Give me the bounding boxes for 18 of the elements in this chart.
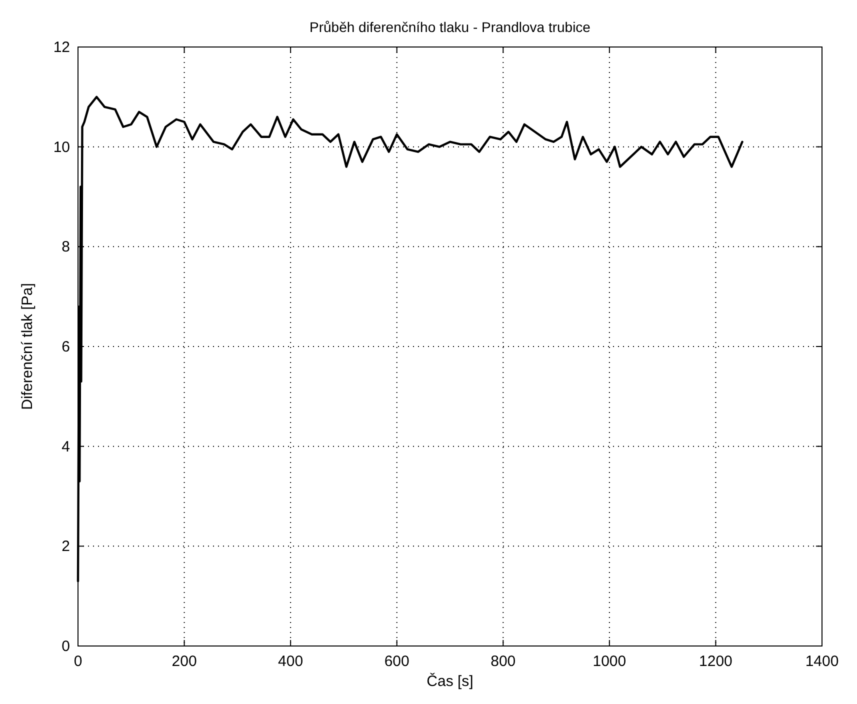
y-tick-label: 10 xyxy=(53,138,70,156)
x-axis-title: Čas [s] xyxy=(426,672,474,690)
y-tick-label: 4 xyxy=(62,438,70,456)
y-tick-label: 12 xyxy=(53,39,70,56)
x-tick-label: 1200 xyxy=(699,653,732,670)
y-tick-label: 2 xyxy=(62,538,70,556)
y-axis-title: Diferenční tlak [Pa] xyxy=(19,283,36,410)
x-tick-label: 200 xyxy=(172,653,197,670)
x-tick-label: 600 xyxy=(384,653,410,670)
x-tick-label: 1000 xyxy=(592,653,626,670)
x-tick-label: 0 xyxy=(74,653,82,670)
y-tick-label: 0 xyxy=(62,638,70,655)
x-tick-label: 400 xyxy=(278,653,304,670)
x-tick-label: 1400 xyxy=(805,653,839,670)
y-tick-label: 8 xyxy=(62,238,70,256)
y-tick-label: 6 xyxy=(62,338,70,356)
chart-title: Průběh diferenčního tlaku - Prandlova trubice xyxy=(310,19,591,35)
x-tick-label: 800 xyxy=(490,653,516,670)
